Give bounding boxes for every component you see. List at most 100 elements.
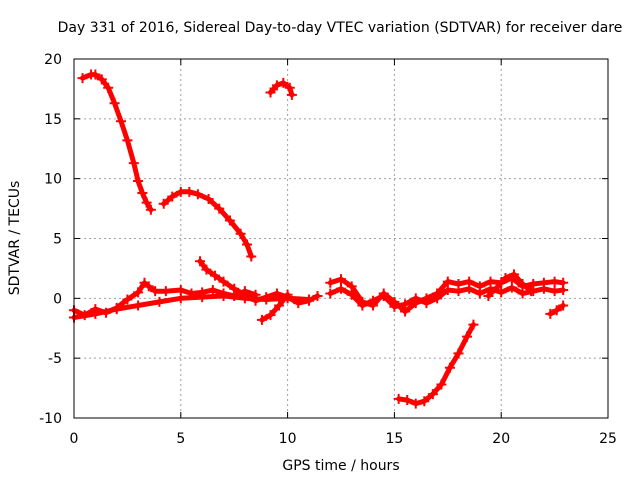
data-point	[184, 186, 195, 197]
x-tick-label: 10	[279, 431, 297, 447]
data-point	[393, 393, 404, 404]
data-point	[357, 300, 368, 311]
y-tick-label: 5	[53, 232, 62, 248]
data-point	[432, 293, 443, 304]
data-point	[346, 281, 357, 292]
data-point	[109, 98, 120, 109]
x-tick-label: 15	[385, 431, 403, 447]
series-arc-12	[483, 269, 537, 301]
data-point	[419, 396, 430, 407]
data-point	[141, 197, 152, 208]
data-point	[133, 176, 144, 187]
data-point	[402, 395, 413, 406]
series-arc-6	[69, 290, 314, 323]
gridlines	[74, 59, 608, 418]
x-tick-label: 5	[176, 431, 185, 447]
data-point	[442, 276, 453, 287]
data-point	[145, 204, 156, 215]
data-point	[368, 295, 379, 306]
data-point	[325, 288, 336, 299]
data-point	[265, 87, 276, 98]
data-point	[218, 276, 229, 287]
data-point	[265, 310, 276, 321]
data-point	[224, 215, 235, 226]
data-point	[389, 301, 400, 312]
data-point	[474, 288, 485, 299]
y-tick-label: 20	[44, 52, 62, 68]
data-point	[261, 294, 272, 305]
data-point	[278, 77, 289, 88]
data-point	[284, 82, 295, 93]
data-point	[336, 283, 346, 294]
series-arc-9	[325, 282, 569, 312]
data-point	[239, 293, 250, 304]
data-point	[103, 82, 114, 93]
data-point	[192, 189, 203, 200]
y-tick-label: 15	[44, 112, 62, 128]
series-arc-11	[545, 300, 569, 319]
data-point	[442, 284, 453, 295]
data-point	[282, 289, 293, 300]
x-tick-label: 25	[599, 431, 617, 447]
data-point	[137, 188, 148, 199]
data-point	[175, 186, 186, 197]
data-point	[444, 362, 455, 373]
data-point	[218, 290, 229, 301]
data-point	[122, 135, 133, 146]
data-point	[154, 296, 165, 307]
data-point	[346, 289, 357, 300]
y-tick-label: 0	[53, 291, 62, 307]
data-point	[133, 287, 144, 298]
data-point	[111, 304, 122, 315]
series-line	[396, 322, 476, 407]
data-point	[160, 286, 171, 297]
x-axis-label: GPS time / hours	[282, 458, 399, 474]
data-point	[271, 80, 282, 91]
data-point	[90, 308, 101, 319]
data-point	[453, 286, 464, 297]
series-arc-2	[265, 77, 297, 100]
data-point	[209, 270, 220, 281]
y-tick-label: -10	[39, 411, 62, 427]
data-point	[378, 290, 389, 301]
data-point	[201, 264, 212, 275]
data-point	[133, 300, 144, 311]
data-point	[128, 158, 139, 169]
series-line	[80, 72, 154, 213]
data-point	[462, 331, 473, 342]
data-point	[274, 300, 285, 311]
data-point	[517, 278, 528, 289]
x-tick-label: 0	[70, 431, 79, 447]
data-point	[517, 288, 528, 299]
series-line	[259, 292, 291, 323]
data-point	[506, 282, 517, 293]
data-point	[207, 284, 218, 295]
data-point	[410, 293, 421, 304]
data-point	[410, 398, 421, 409]
data-point	[150, 286, 161, 297]
series-arc-7	[256, 289, 293, 325]
data-point	[214, 203, 225, 214]
data-point	[464, 283, 475, 294]
data-point	[325, 277, 336, 288]
data-point	[400, 299, 411, 310]
data-point	[509, 269, 520, 280]
data-point	[551, 305, 562, 316]
data-point	[158, 198, 169, 209]
data-point	[286, 89, 297, 100]
data-point	[549, 276, 560, 287]
data-point	[303, 294, 314, 305]
y-tick-label: 10	[44, 172, 62, 188]
y-tick-label: -5	[48, 351, 62, 367]
data-point	[558, 284, 569, 295]
data-point	[143, 281, 154, 292]
data-point	[526, 286, 537, 297]
data-point	[545, 308, 556, 319]
data-point	[421, 298, 432, 309]
data-point	[468, 319, 479, 330]
data-point	[436, 379, 447, 390]
data-point	[483, 290, 494, 301]
data-point	[538, 283, 549, 294]
data-point	[549, 286, 560, 297]
